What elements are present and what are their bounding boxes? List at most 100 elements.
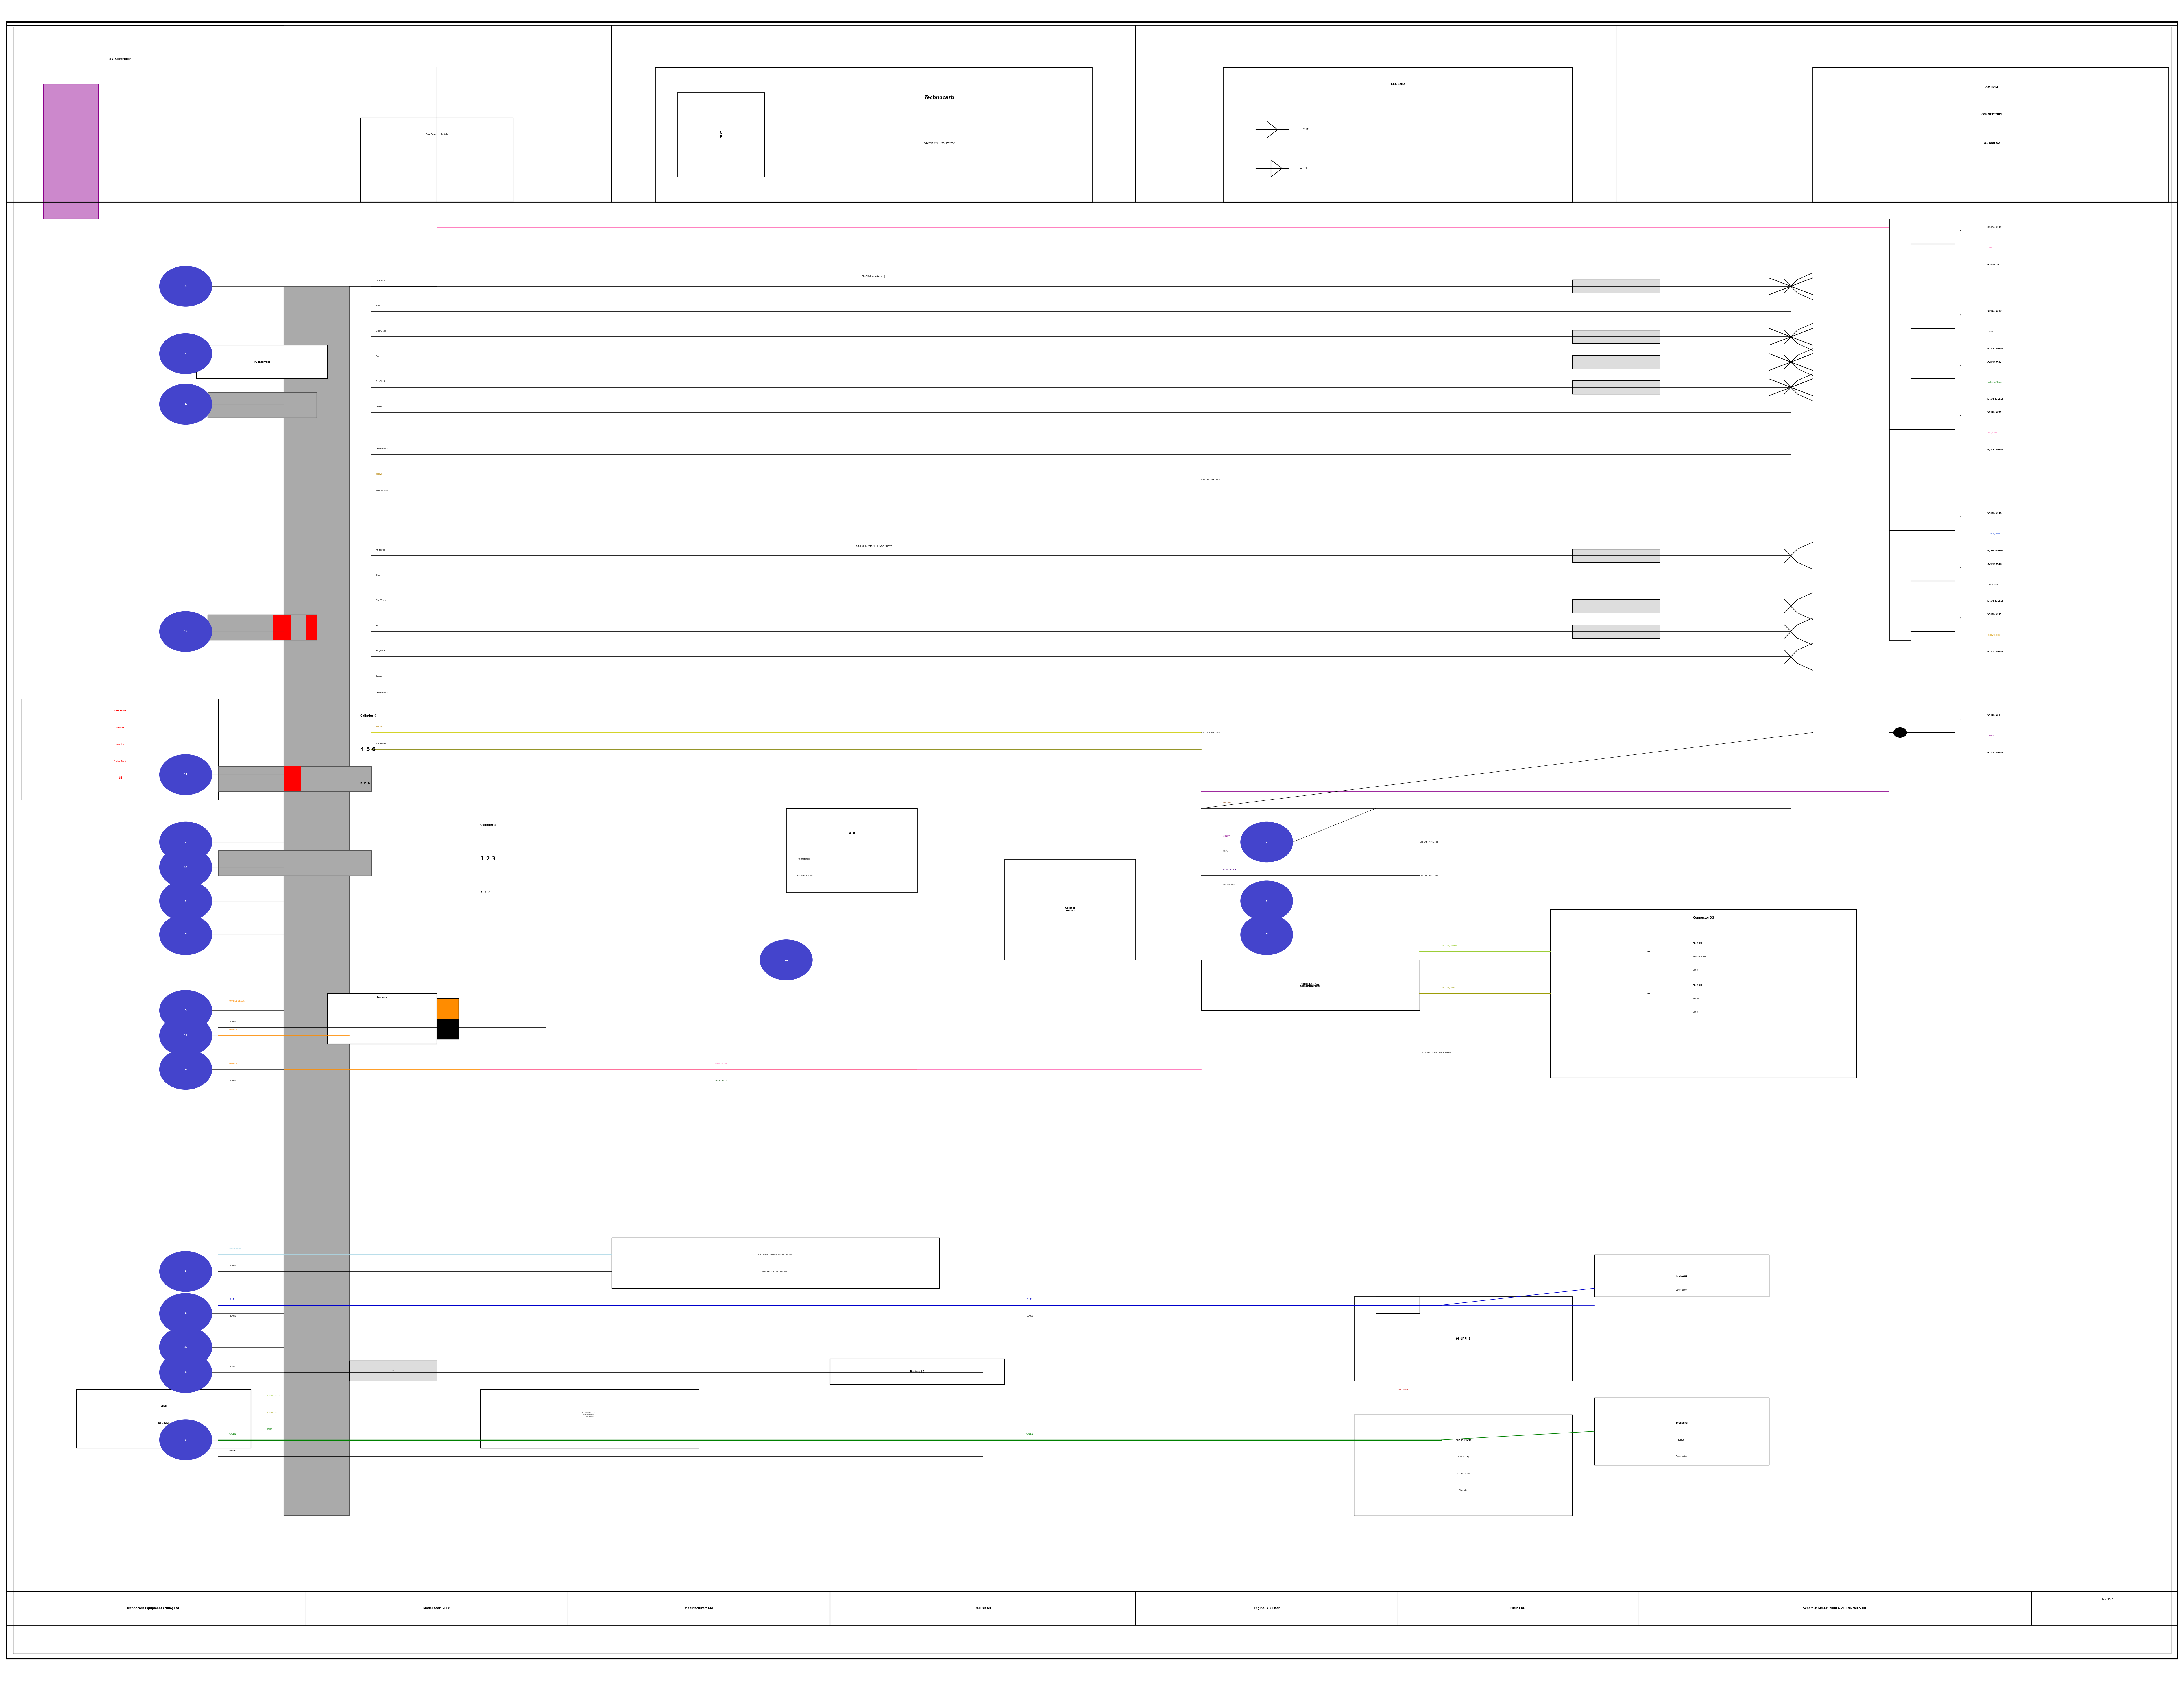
Text: Red  White: Red White (1398, 1388, 1409, 1391)
Text: BLACK: BLACK (229, 1315, 236, 1317)
Text: To OEM Injector (+): To OEM Injector (+) (863, 274, 885, 278)
FancyBboxPatch shape (22, 699, 218, 800)
Text: E  F  G: E F G (360, 781, 369, 785)
Text: #2: #2 (118, 776, 122, 780)
FancyBboxPatch shape (1223, 67, 1572, 202)
Circle shape (159, 1420, 212, 1460)
FancyBboxPatch shape (207, 392, 317, 418)
Text: X2 Pin # 52: X2 Pin # 52 (1987, 360, 2001, 364)
Text: X1- Pin # 19: X1- Pin # 19 (1457, 1472, 1470, 1475)
FancyBboxPatch shape (284, 286, 349, 1516)
Text: CONNECTORS: CONNECTORS (1981, 113, 2003, 116)
FancyBboxPatch shape (218, 850, 371, 876)
Text: TO: Manifold: TO: Manifold (797, 857, 810, 861)
Text: GREEN: GREEN (1026, 1433, 1033, 1435)
Text: ---: --- (1647, 992, 1651, 995)
Text: Key on Power: Key on Power (1457, 1438, 1470, 1442)
Text: Feb. 2012: Feb. 2012 (2101, 1598, 2114, 1601)
Text: White/Red: White/Red (376, 280, 387, 281)
Text: PINK: PINK (1987, 246, 1992, 249)
Text: INTERFACE: INTERFACE (157, 1421, 170, 1425)
Text: Blue: Blue (376, 574, 380, 576)
Circle shape (159, 266, 212, 306)
Text: Yellow/Black: Yellow/Black (376, 490, 389, 492)
Text: BLACK/GREEN: BLACK/GREEN (714, 1079, 727, 1081)
Text: PC Interface: PC Interface (253, 360, 271, 364)
Text: Connector: Connector (1675, 1455, 1688, 1458)
Circle shape (159, 1015, 212, 1056)
Text: LEGEND: LEGEND (1391, 83, 1404, 86)
Circle shape (159, 1293, 212, 1334)
Text: 15: 15 (183, 630, 188, 633)
Text: Inj.#6 Control: Inj.#6 Control (1987, 650, 2003, 653)
Text: Ignition (+): Ignition (+) (1987, 263, 2001, 266)
Text: Blue/Black: Blue/Black (376, 600, 387, 601)
Text: Manufacturer: GM: Manufacturer: GM (686, 1607, 712, 1610)
Text: Lt.Blue/Black: Lt.Blue/Black (1987, 532, 2001, 536)
Text: Engine Bank: Engine Bank (114, 759, 127, 763)
Circle shape (159, 1049, 212, 1090)
Text: signifies: signifies (116, 743, 124, 746)
Text: Yellow: Yellow (376, 473, 382, 475)
Text: Inj.#2 Control: Inj.#2 Control (1987, 397, 2003, 401)
Text: Inj.#5 Control: Inj.#5 Control (1987, 600, 2003, 603)
Text: BLACK: BLACK (404, 1027, 411, 1031)
Text: 13: 13 (183, 402, 188, 406)
Circle shape (1241, 914, 1293, 955)
Text: Cap Off - Not Used: Cap Off - Not Used (1420, 840, 1437, 844)
Text: 16: 16 (183, 1346, 188, 1349)
Circle shape (159, 333, 212, 374)
Text: Red: Red (376, 625, 380, 626)
Text: X2 Pin # 71: X2 Pin # 71 (1987, 411, 2001, 414)
Text: 1 2 3: 1 2 3 (480, 855, 496, 862)
Text: Red/Black: Red/Black (376, 381, 384, 382)
Text: Inj.#4 Control: Inj.#4 Control (1987, 549, 2003, 552)
Text: Black: Black (1987, 330, 1992, 333)
Text: ORANGE-BLACK: ORANGE-BLACK (229, 1000, 245, 1002)
Text: PINK/GREEN: PINK/GREEN (714, 1063, 727, 1064)
Text: A  B  C: A B C (480, 891, 491, 894)
Text: Fuel: CNG: Fuel: CNG (1511, 1607, 1524, 1610)
FancyBboxPatch shape (786, 808, 917, 893)
Text: WHITE: WHITE (229, 1450, 236, 1452)
Text: Connector: Connector (376, 995, 389, 999)
FancyBboxPatch shape (349, 1361, 437, 1381)
Text: = SPLICE: = SPLICE (1299, 167, 1313, 170)
Text: Alternative Fuel Power: Alternative Fuel Power (924, 141, 954, 145)
FancyBboxPatch shape (393, 1019, 459, 1039)
FancyBboxPatch shape (677, 93, 764, 177)
Text: X2 Pin # 48: X2 Pin # 48 (1987, 562, 2001, 566)
Text: 98-LRFI-1: 98-LRFI-1 (1457, 1337, 1470, 1340)
Circle shape (159, 822, 212, 862)
FancyBboxPatch shape (1572, 381, 1660, 394)
Circle shape (159, 1251, 212, 1292)
Text: Blue/Black: Blue/Black (376, 330, 387, 332)
Text: Green/Black: Green/Black (376, 692, 387, 694)
Circle shape (159, 384, 212, 424)
Text: Green: Green (376, 406, 382, 408)
FancyBboxPatch shape (393, 999, 459, 1019)
Text: Pink/Black: Pink/Black (1987, 431, 1998, 434)
Text: See OBDII Interface
connections at X3
connector.: See OBDII Interface connections at X3 co… (583, 1413, 596, 1416)
Text: Technocarb Equipment (2004) Ltd: Technocarb Equipment (2004) Ltd (127, 1607, 179, 1610)
Circle shape (159, 847, 212, 887)
FancyBboxPatch shape (1376, 1297, 1420, 1314)
Text: ORANGE: ORANGE (229, 1063, 238, 1064)
Text: BLACK: BLACK (229, 1021, 236, 1022)
Text: VIOLET: VIOLET (1223, 835, 1230, 837)
Text: Purple: Purple (1987, 734, 1994, 738)
Text: 11: 11 (784, 958, 788, 962)
Circle shape (159, 611, 212, 652)
FancyBboxPatch shape (76, 1389, 251, 1448)
Text: ORANGE: ORANGE (229, 1029, 238, 1031)
Text: Green: Green (376, 675, 382, 677)
Text: $\times$: $\times$ (1959, 229, 1961, 232)
Text: X1 Pin # 1: X1 Pin # 1 (1987, 714, 2001, 717)
FancyBboxPatch shape (7, 22, 2177, 1659)
Text: YELLOW/GREEN: YELLOW/GREEN (1441, 945, 1457, 946)
Text: V  P: V P (850, 832, 854, 835)
Text: X1 and X2: X1 and X2 (1983, 141, 2001, 145)
Text: Pink wire: Pink wire (1459, 1489, 1468, 1492)
Text: $\times$: $\times$ (1959, 364, 1961, 367)
Text: Cap Off - Not Used: Cap Off - Not Used (1201, 478, 1219, 482)
